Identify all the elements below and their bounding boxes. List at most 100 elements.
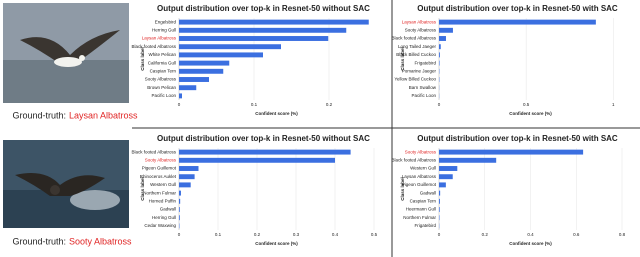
caption-label: Laysan Albatross	[69, 110, 138, 120]
y-tick-label: Pacific Loon	[151, 93, 176, 98]
chart-title: Output distribution over top-k in Resnet…	[417, 4, 618, 13]
y-axis-title: Class label	[140, 47, 145, 71]
y-tick-label: Northern Fulmar	[403, 215, 436, 220]
y-tick-label: Western Gull	[150, 182, 176, 187]
y-tick-label: Herring Gull	[152, 27, 176, 32]
caption-prefix: Ground-truth:	[12, 236, 66, 246]
bar	[179, 19, 369, 25]
x-tick-label: 0	[438, 102, 441, 107]
x-tick-label: 0	[438, 232, 441, 237]
bar	[179, 52, 263, 58]
y-tick-label: Laysan Albatross	[402, 19, 437, 24]
x-tick-label: 0.4	[527, 232, 534, 237]
bar	[439, 19, 596, 25]
y-tick-label: Northern Fulmar	[143, 190, 176, 195]
y-tick-label: Rhinoceros Auklet	[140, 174, 177, 179]
bar	[179, 77, 209, 82]
x-tick-label: 0.2	[326, 102, 333, 107]
bar	[179, 198, 181, 204]
bar	[179, 207, 180, 212]
bar	[439, 149, 584, 155]
y-tick-label: Heermann Gull	[406, 207, 436, 212]
y-tick-label: Black footed Albatross	[391, 36, 436, 41]
x-tick-label: 0.2	[254, 232, 261, 237]
y-tick-label: Gadwall	[420, 190, 436, 195]
bar	[179, 149, 351, 155]
x-tick-label: 0.4	[332, 232, 339, 237]
bar	[179, 44, 281, 50]
bar	[439, 27, 453, 33]
x-axis-title: Confident score (%)	[255, 111, 298, 116]
caption-prefix: Ground-truth:	[12, 110, 66, 120]
bar	[439, 157, 497, 163]
y-tick-label: Frigatebird	[414, 223, 436, 228]
x-tick-label: 0.1	[251, 102, 258, 107]
x-tick-label: 0	[178, 102, 181, 107]
y-tick-label: Yellow Billed Cuckoo	[394, 77, 436, 82]
photo-sooty	[3, 140, 129, 228]
bar	[439, 174, 453, 180]
x-axis-title: Confident score (%)	[509, 111, 552, 116]
photo-laysan	[3, 3, 129, 103]
bar	[439, 60, 440, 66]
y-tick-label: Sooty Albatross	[405, 27, 437, 32]
bar	[179, 182, 191, 188]
y-tick-label: Barn Swallow	[409, 85, 437, 90]
y-tick-label: Black footed Albatross	[391, 157, 436, 162]
bar	[439, 52, 440, 58]
y-tick-label: California Gull	[148, 60, 176, 65]
bar	[179, 60, 230, 66]
y-tick-label: White Pelican	[148, 52, 176, 57]
y-tick-label: Sooty Albatross	[145, 157, 177, 162]
y-tick-label: Pacific Loon	[411, 93, 436, 98]
y-tick-label: Pigeon Guillemot	[142, 166, 177, 171]
y-tick-label: Horned Puffin	[149, 198, 177, 203]
bar	[179, 174, 195, 180]
x-tick-label: 0.5	[371, 232, 378, 237]
x-tick-label: 0	[178, 232, 181, 237]
y-axis-title: Class label	[400, 177, 405, 201]
x-axis-title: Confident score (%)	[509, 241, 552, 246]
caption-label: Sooty Albatross	[69, 236, 132, 246]
chart-title: Output distribution over top-k in Resnet…	[157, 134, 370, 143]
x-tick-label: 1	[612, 102, 615, 107]
y-tick-label: Pomarine Jaeger	[402, 68, 437, 73]
bar	[439, 190, 441, 196]
y-tick-label: Gadwall	[160, 207, 176, 212]
bar	[179, 68, 224, 74]
y-axis-title: Class label	[140, 177, 145, 201]
y-tick-label: Black Billed Cuckoo	[396, 52, 436, 57]
x-tick-label: 0.3	[293, 232, 300, 237]
bar	[179, 27, 347, 33]
y-axis-title: Class label	[400, 47, 405, 71]
y-tick-label: Black footed Albatross	[131, 44, 176, 49]
y-tick-label: Laysan Albatross	[402, 174, 437, 179]
y-tick-label: Sooty Albatross	[145, 77, 177, 82]
bar	[179, 85, 197, 91]
x-tick-label: 0.1	[215, 232, 222, 237]
y-tick-label: Brown Pelican	[147, 85, 176, 90]
bar	[439, 36, 446, 41]
bar	[439, 182, 446, 188]
bar	[179, 36, 329, 41]
chart-title: Output distribution over top-k in Resnet…	[417, 134, 618, 143]
x-tick-label: 0.8	[619, 232, 626, 237]
bar	[439, 198, 440, 204]
x-tick-label: 0.5	[523, 102, 530, 107]
y-tick-label: Herring Gull	[152, 215, 176, 220]
x-axis-title: Confident score (%)	[255, 241, 298, 246]
bar	[439, 207, 440, 212]
x-tick-label: 0.2	[482, 232, 489, 237]
bar	[439, 44, 441, 50]
y-tick-label: Frigatebird	[414, 60, 436, 65]
y-tick-label: Black footed Albatross	[131, 149, 176, 154]
bar	[179, 157, 335, 163]
y-tick-label: Western Gull	[410, 166, 436, 171]
y-tick-label: Cedar Waxwing	[144, 223, 176, 228]
y-tick-label: Sooty Albatross	[405, 149, 437, 154]
bar	[179, 166, 199, 171]
bar	[179, 190, 181, 196]
bar	[179, 215, 180, 221]
y-tick-label: Caspian Tern	[410, 198, 437, 203]
